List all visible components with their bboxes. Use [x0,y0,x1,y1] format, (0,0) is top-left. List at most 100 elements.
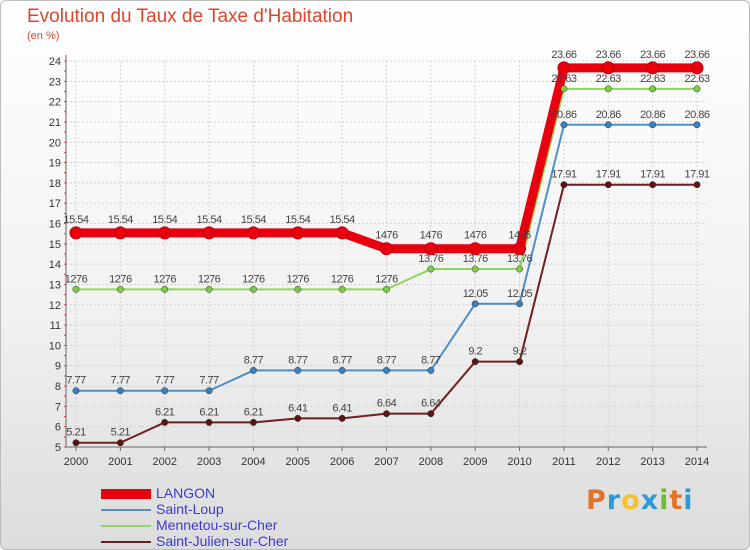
x-tick-label: 2000 [64,456,88,468]
data-point-mennetou-sur-cher [560,85,568,93]
legend-label-langon: LANGON [156,485,216,501]
data-label-mennetou-sur-cher: 1276 [242,273,265,285]
data-label-mennetou-sur-cher: 1276 [287,273,310,285]
data-point-mennetou-sur-cher [471,265,479,273]
data-label-langon: 15.54 [152,214,177,226]
data-label-saint-loup: 7.77 [155,375,175,387]
data-point-saint-julien-sur-cher [72,439,80,447]
data-label-saint-julien-sur-cher: 6.21 [155,406,175,418]
data-label-saint-julien-sur-cher: 17.91 [596,169,621,181]
data-label-langon: 1476 [420,230,443,242]
data-label-saint-julien-sur-cher: 5.21 [111,427,131,439]
data-point-mennetou-sur-cher [427,265,435,273]
data-label-saint-loup: 8.77 [288,354,308,366]
legend-swatch-saint-loup [101,509,151,511]
data-point-langon [335,226,349,240]
legend-swatch-langon [101,489,151,499]
data-point-saint-loup [471,300,479,308]
data-label-mennetou-sur-cher: 13.76 [418,253,443,265]
data-point-saint-loup [516,300,524,308]
data-label-saint-julien-sur-cher: 17.91 [551,169,576,181]
data-label-langon: 15.54 [108,214,133,226]
data-label-saint-julien-sur-cher: 6.21 [244,406,264,418]
data-point-saint-loup [338,366,346,374]
x-tick-label: 2013 [640,456,664,468]
data-label-mennetou-sur-cher: 1276 [198,273,221,285]
data-point-saint-julien-sur-cher [205,418,213,426]
data-label-langon: 1476 [508,230,531,242]
data-label-saint-julien-sur-cher: 6.41 [288,402,308,414]
data-label-saint-loup: 12.05 [507,288,532,300]
x-tick-label: 2007 [374,456,398,468]
data-point-saint-loup [649,121,657,129]
x-tick-label: 2009 [463,456,487,468]
y-tick-label: 19 [49,158,61,170]
data-point-mennetou-sur-cher [72,285,80,293]
data-point-langon [202,226,216,240]
data-label-saint-loup: 20.86 [684,109,709,121]
x-tick-label: 2003 [197,456,221,468]
legend-swatch-saint-julien-sur-cher [101,541,151,543]
data-label-saint-loup: 8.77 [332,354,352,366]
logo-letter: i [683,485,694,516]
data-point-langon [424,242,438,256]
data-label-mennetou-sur-cher: 1276 [109,273,132,285]
data-label-mennetou-sur-cher: 13.76 [507,253,532,265]
data-point-saint-loup [294,366,302,374]
data-point-saint-julien-sur-cher [604,181,612,189]
data-label-saint-julien-sur-cher: 6.64 [377,398,397,410]
data-label-saint-julien-sur-cher: 5.21 [66,427,86,439]
y-tick-label: 7 [55,401,61,413]
data-label-saint-julien-sur-cher: 9.2 [468,346,482,358]
data-point-langon [246,226,260,240]
x-tick-label: 2002 [152,456,176,468]
data-point-langon [513,242,527,256]
data-label-langon: 15.54 [241,214,266,226]
data-label-langon: 23.66 [640,49,665,61]
data-label-saint-julien-sur-cher: 9.2 [513,346,527,358]
data-label-saint-loup: 20.86 [596,109,621,121]
logo-letter: r [606,485,622,516]
data-point-saint-julien-sur-cher [516,358,524,366]
data-point-saint-julien-sur-cher [161,418,169,426]
data-point-mennetou-sur-cher [205,285,213,293]
data-point-saint-loup [72,387,80,395]
y-tick-label: 16 [49,219,61,231]
data-label-langon: 15.54 [63,214,88,226]
y-axis-unit-label: (en %) [27,30,60,42]
y-tick-label: 14 [49,259,61,271]
data-point-langon [380,242,393,256]
legend-label-saint-loup: Saint-Loup [156,501,224,517]
data-label-langon: 1476 [464,230,487,242]
y-tick-label: 21 [49,117,61,129]
y-tick-label: 20 [49,137,61,149]
data-point-mennetou-sur-cher [383,285,390,293]
data-label-langon: 23.66 [596,49,621,61]
legend-swatch-mennetou-sur-cher [101,525,151,527]
y-tick-label: 17 [49,198,61,210]
data-label-saint-julien-sur-cher: 6.21 [199,406,219,418]
data-label-saint-julien-sur-cher: 17.91 [684,169,709,181]
data-point-saint-loup [205,387,213,395]
data-point-saint-julien-sur-cher [649,181,657,189]
data-point-mennetou-sur-cher [649,85,657,93]
logo-letter: x [640,485,660,516]
logo-letter: o [621,485,641,516]
y-tick-label: 23 [49,76,61,88]
data-point-saint-julien-sur-cher [249,418,257,426]
data-point-langon [601,61,615,75]
x-tick-label: 2008 [419,456,443,468]
data-point-langon [557,61,571,75]
chart-title: Evolution du Taux de Taxe d'Habitation [27,6,354,27]
data-point-saint-loup [427,366,435,374]
data-label-saint-loup: 20.86 [640,109,665,121]
data-label-mennetou-sur-cher: 22.63 [596,73,621,85]
data-point-saint-julien-sur-cher [338,414,346,422]
x-tick-label: 2010 [507,456,531,468]
data-label-saint-loup: 7.77 [66,375,86,387]
data-label-mennetou-sur-cher: 22.63 [684,73,709,85]
data-point-langon [113,226,127,240]
data-label-saint-loup: 8.77 [244,354,264,366]
data-label-langon: 23.66 [684,49,709,61]
